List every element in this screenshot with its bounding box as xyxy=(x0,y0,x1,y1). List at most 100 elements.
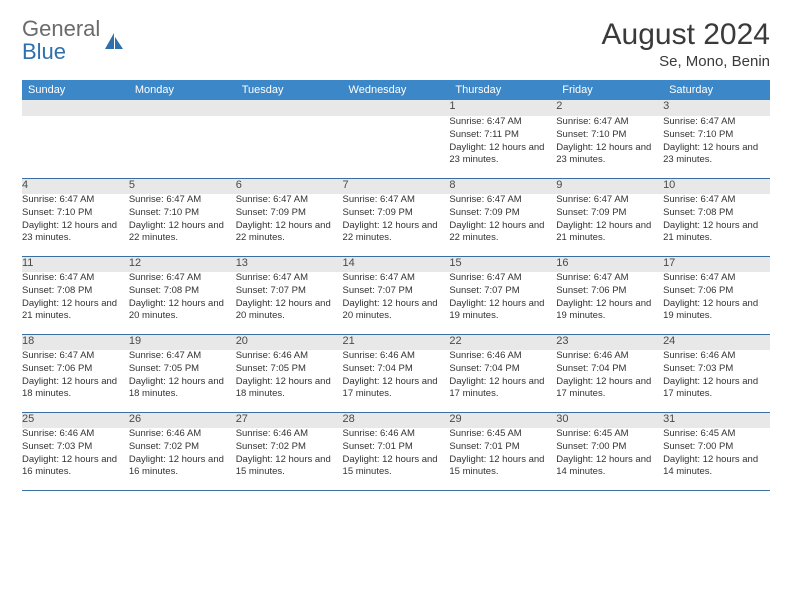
daylight-text: Daylight: 12 hours and 17 minutes. xyxy=(663,376,770,402)
sunset-text: Sunset: 7:05 PM xyxy=(129,363,236,376)
daylight-text: Daylight: 12 hours and 14 minutes. xyxy=(556,454,663,480)
day-number-cell: 15 xyxy=(449,256,556,272)
week-number-row: 11121314151617 xyxy=(22,256,770,272)
day-number-cell: 30 xyxy=(556,412,663,428)
day-number-cell: 31 xyxy=(663,412,770,428)
week-detail-row: Sunrise: 6:47 AMSunset: 7:06 PMDaylight:… xyxy=(22,350,770,412)
day-number-cell: 20 xyxy=(236,334,343,350)
day-header: Wednesday xyxy=(343,80,450,100)
week-detail-row: Sunrise: 6:47 AMSunset: 7:10 PMDaylight:… xyxy=(22,194,770,256)
daylight-text: Daylight: 12 hours and 22 minutes. xyxy=(449,220,556,246)
sunset-text: Sunset: 7:07 PM xyxy=(343,285,450,298)
daylight-text: Daylight: 12 hours and 18 minutes. xyxy=(22,376,129,402)
sunset-text: Sunset: 7:09 PM xyxy=(236,207,343,220)
sunset-text: Sunset: 7:09 PM xyxy=(449,207,556,220)
sunset-text: Sunset: 7:10 PM xyxy=(129,207,236,220)
sunset-text: Sunset: 7:09 PM xyxy=(343,207,450,220)
sunrise-text: Sunrise: 6:47 AM xyxy=(663,272,770,285)
daylight-text: Daylight: 12 hours and 17 minutes. xyxy=(556,376,663,402)
sunrise-text: Sunrise: 6:47 AM xyxy=(556,272,663,285)
daylight-text: Daylight: 12 hours and 23 minutes. xyxy=(449,142,556,168)
day-number-cell: 5 xyxy=(129,178,236,194)
daylight-text: Daylight: 12 hours and 19 minutes. xyxy=(449,298,556,324)
daylight-text: Daylight: 12 hours and 17 minutes. xyxy=(449,376,556,402)
day-detail-cell: Sunrise: 6:47 AMSunset: 7:07 PMDaylight:… xyxy=(343,272,450,334)
week-number-row: 18192021222324 xyxy=(22,334,770,350)
day-number-cell: 8 xyxy=(449,178,556,194)
sunrise-text: Sunrise: 6:45 AM xyxy=(556,428,663,441)
daylight-text: Daylight: 12 hours and 16 minutes. xyxy=(22,454,129,480)
day-detail-cell xyxy=(22,116,129,178)
sunset-text: Sunset: 7:04 PM xyxy=(556,363,663,376)
day-number-cell: 26 xyxy=(129,412,236,428)
sunrise-text: Sunrise: 6:45 AM xyxy=(663,428,770,441)
day-detail-cell: Sunrise: 6:45 AMSunset: 7:00 PMDaylight:… xyxy=(663,428,770,490)
sunset-text: Sunset: 7:02 PM xyxy=(129,441,236,454)
week-detail-row: Sunrise: 6:46 AMSunset: 7:03 PMDaylight:… xyxy=(22,428,770,490)
sunrise-text: Sunrise: 6:46 AM xyxy=(129,428,236,441)
day-number-cell: 10 xyxy=(663,178,770,194)
day-number-cell: 17 xyxy=(663,256,770,272)
sunset-text: Sunset: 7:08 PM xyxy=(663,207,770,220)
day-detail-cell: Sunrise: 6:47 AMSunset: 7:08 PMDaylight:… xyxy=(129,272,236,334)
sunrise-text: Sunrise: 6:47 AM xyxy=(663,194,770,207)
day-number-cell: 3 xyxy=(663,100,770,116)
day-detail-cell: Sunrise: 6:45 AMSunset: 7:01 PMDaylight:… xyxy=(449,428,556,490)
daylight-text: Daylight: 12 hours and 18 minutes. xyxy=(129,376,236,402)
sunset-text: Sunset: 7:02 PM xyxy=(236,441,343,454)
day-number-cell: 4 xyxy=(22,178,129,194)
sunrise-text: Sunrise: 6:47 AM xyxy=(663,116,770,129)
daylight-text: Daylight: 12 hours and 21 minutes. xyxy=(663,220,770,246)
sunrise-text: Sunrise: 6:47 AM xyxy=(129,272,236,285)
sunrise-text: Sunrise: 6:47 AM xyxy=(449,272,556,285)
sunrise-text: Sunrise: 6:47 AM xyxy=(236,272,343,285)
sunrise-text: Sunrise: 6:47 AM xyxy=(343,272,450,285)
day-detail-cell: Sunrise: 6:47 AMSunset: 7:08 PMDaylight:… xyxy=(22,272,129,334)
week-number-row: 123 xyxy=(22,100,770,116)
day-detail-cell: Sunrise: 6:46 AMSunset: 7:05 PMDaylight:… xyxy=(236,350,343,412)
day-number-cell: 11 xyxy=(22,256,129,272)
day-number-cell: 25 xyxy=(22,412,129,428)
day-number-cell: 14 xyxy=(343,256,450,272)
sunset-text: Sunset: 7:00 PM xyxy=(556,441,663,454)
daylight-text: Daylight: 12 hours and 21 minutes. xyxy=(556,220,663,246)
day-detail-cell: Sunrise: 6:46 AMSunset: 7:01 PMDaylight:… xyxy=(343,428,450,490)
day-header: Monday xyxy=(129,80,236,100)
daylight-text: Daylight: 12 hours and 20 minutes. xyxy=(343,298,450,324)
daylight-text: Daylight: 12 hours and 21 minutes. xyxy=(22,298,129,324)
day-detail-cell: Sunrise: 6:45 AMSunset: 7:00 PMDaylight:… xyxy=(556,428,663,490)
week-detail-row: Sunrise: 6:47 AMSunset: 7:08 PMDaylight:… xyxy=(22,272,770,334)
daylight-text: Daylight: 12 hours and 17 minutes. xyxy=(343,376,450,402)
sunrise-text: Sunrise: 6:46 AM xyxy=(663,350,770,363)
sunset-text: Sunset: 7:06 PM xyxy=(556,285,663,298)
calendar-table: Sunday Monday Tuesday Wednesday Thursday… xyxy=(22,80,770,491)
sunset-text: Sunset: 7:07 PM xyxy=(236,285,343,298)
week-detail-row: Sunrise: 6:47 AMSunset: 7:11 PMDaylight:… xyxy=(22,116,770,178)
sunset-text: Sunset: 7:10 PM xyxy=(22,207,129,220)
daylight-text: Daylight: 12 hours and 23 minutes. xyxy=(663,142,770,168)
day-number-cell: 18 xyxy=(22,334,129,350)
daylight-text: Daylight: 12 hours and 15 minutes. xyxy=(343,454,450,480)
daylight-text: Daylight: 12 hours and 20 minutes. xyxy=(236,298,343,324)
sunrise-text: Sunrise: 6:47 AM xyxy=(22,272,129,285)
day-detail-cell: Sunrise: 6:46 AMSunset: 7:02 PMDaylight:… xyxy=(236,428,343,490)
daylight-text: Daylight: 12 hours and 22 minutes. xyxy=(343,220,450,246)
sunrise-text: Sunrise: 6:47 AM xyxy=(236,194,343,207)
calendar-body: 123Sunrise: 6:47 AMSunset: 7:11 PMDaylig… xyxy=(22,100,770,490)
sunset-text: Sunset: 7:04 PM xyxy=(343,363,450,376)
daylight-text: Daylight: 12 hours and 20 minutes. xyxy=(129,298,236,324)
sunset-text: Sunset: 7:11 PM xyxy=(449,129,556,142)
day-header: Sunday xyxy=(22,80,129,100)
day-header: Saturday xyxy=(663,80,770,100)
day-detail-cell: Sunrise: 6:46 AMSunset: 7:03 PMDaylight:… xyxy=(22,428,129,490)
page-header: General Blue August 2024 Se, Mono, Benin xyxy=(22,18,770,70)
sunrise-text: Sunrise: 6:47 AM xyxy=(556,194,663,207)
week-number-row: 45678910 xyxy=(22,178,770,194)
sunset-text: Sunset: 7:08 PM xyxy=(129,285,236,298)
sunrise-text: Sunrise: 6:47 AM xyxy=(449,194,556,207)
sunset-text: Sunset: 7:09 PM xyxy=(556,207,663,220)
day-header-row: Sunday Monday Tuesday Wednesday Thursday… xyxy=(22,80,770,100)
sunrise-text: Sunrise: 6:46 AM xyxy=(556,350,663,363)
calendar-page: General Blue August 2024 Se, Mono, Benin… xyxy=(0,0,792,509)
day-detail-cell: Sunrise: 6:46 AMSunset: 7:04 PMDaylight:… xyxy=(449,350,556,412)
